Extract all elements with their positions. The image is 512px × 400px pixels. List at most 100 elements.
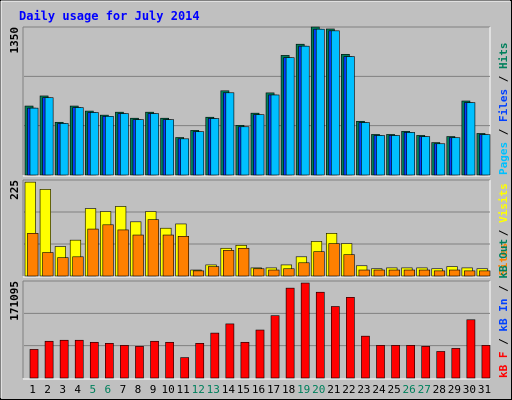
bar	[240, 126, 250, 176]
bar	[270, 315, 280, 379]
x-tick-label: 21	[327, 383, 340, 396]
bar	[464, 270, 476, 277]
x-tick-label: 24	[372, 383, 386, 396]
legend: Pages / Files / Hits	[497, 43, 510, 176]
bar	[180, 357, 190, 379]
bar	[418, 269, 431, 277]
bar	[120, 345, 129, 379]
bar	[466, 319, 476, 379]
bar	[300, 45, 310, 176]
bar	[44, 340, 54, 379]
bar	[283, 268, 295, 277]
bar	[57, 257, 69, 277]
x-tick-label: 4	[74, 383, 81, 396]
bar	[135, 119, 144, 176]
bar	[346, 56, 355, 176]
bar	[195, 131, 205, 176]
bar	[147, 219, 159, 277]
bar	[238, 247, 250, 277]
bar	[29, 349, 39, 379]
bar	[285, 287, 295, 379]
bar	[225, 323, 235, 379]
bar	[391, 345, 400, 379]
x-tick-label: 5	[89, 383, 96, 396]
legend-entry: kB In	[497, 299, 510, 332]
x-tick-label: 11	[177, 383, 190, 396]
bar	[285, 57, 295, 176]
y-tick-label: 225	[8, 180, 21, 200]
bar	[210, 118, 220, 176]
x-tick-label: 28	[433, 383, 446, 396]
x-tick-label: 19	[297, 383, 310, 396]
bar	[102, 224, 114, 277]
legend-separator: /	[497, 279, 510, 299]
bar	[343, 254, 355, 277]
bar	[165, 341, 174, 379]
legend-entry: Pages	[497, 142, 510, 175]
bar	[192, 270, 205, 277]
bar	[449, 269, 461, 277]
bar	[89, 341, 99, 379]
bar	[42, 252, 54, 277]
x-tick-label: 6	[105, 383, 112, 396]
x-tick-label: 30	[463, 383, 476, 396]
bar	[391, 135, 400, 176]
bar	[195, 343, 205, 379]
bar	[466, 102, 476, 176]
x-tick-label: 14	[222, 383, 236, 396]
bar	[89, 112, 99, 176]
bar	[270, 94, 280, 176]
bar	[59, 123, 69, 176]
bar	[376, 135, 385, 176]
bar	[330, 30, 340, 176]
x-tick-label: 13	[207, 383, 220, 396]
x-tick-label: 23	[357, 383, 370, 396]
x-tick-label: 12	[192, 383, 205, 396]
bar	[451, 348, 461, 379]
x-tick-label: 31	[478, 383, 491, 396]
x-tick-label: 25	[387, 383, 400, 396]
x-tick-label: 1	[29, 383, 36, 396]
bar	[120, 113, 129, 176]
bar	[481, 134, 491, 176]
bar	[330, 306, 340, 379]
bar	[315, 28, 325, 176]
bar	[27, 233, 39, 277]
bar	[135, 346, 144, 379]
y-tick-label: 171095	[8, 281, 21, 321]
bar	[436, 143, 446, 176]
legend-separator: /	[497, 122, 510, 142]
bar	[72, 256, 84, 277]
legend-entry: Hits	[497, 43, 510, 70]
legend-entry: Sites	[497, 243, 510, 276]
bar	[253, 268, 265, 277]
x-tick-label: 20	[312, 383, 325, 396]
x-tick-label: 10	[161, 383, 174, 396]
bar	[223, 250, 235, 277]
bar	[29, 107, 39, 176]
x-tick-label: 15	[237, 383, 250, 396]
x-tick-label: 8	[135, 383, 142, 396]
x-tick-label: 3	[59, 383, 66, 396]
bar	[433, 270, 446, 277]
bar	[403, 269, 415, 277]
bar	[132, 234, 144, 277]
bar	[165, 119, 174, 176]
x-tick-label: 16	[252, 383, 265, 396]
x-tick-label: 26	[403, 383, 416, 396]
bar	[117, 229, 129, 277]
bar	[298, 262, 310, 277]
x-tick-label: 29	[448, 383, 461, 396]
legend-separator: /	[497, 69, 510, 89]
x-tick-label: 7	[120, 383, 127, 396]
bar	[376, 345, 385, 379]
legend-separator: /	[497, 332, 510, 352]
bar	[436, 351, 446, 379]
bar	[59, 339, 69, 379]
bar	[225, 92, 235, 176]
x-tick-label: 17	[267, 383, 280, 396]
bar	[451, 137, 461, 176]
legend: Sites / Visits	[497, 183, 510, 276]
bar	[358, 269, 370, 277]
